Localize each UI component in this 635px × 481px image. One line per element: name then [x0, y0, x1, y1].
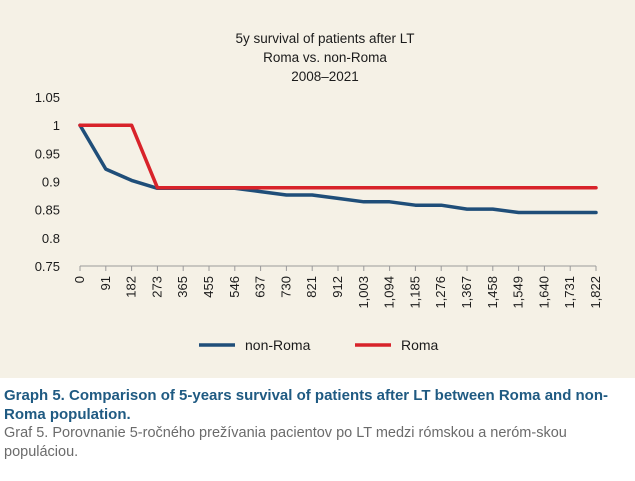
legend-label: non-Roma	[245, 337, 311, 353]
y-tick-label: 0.8	[42, 231, 60, 246]
y-tick-label: 0.85	[35, 203, 60, 218]
caption-slovak: Graf 5. Porovnanie 5-ročného prežívania …	[4, 424, 632, 462]
x-tick-label: 1,640	[536, 276, 551, 309]
figure: 5y survival of patients after LT Roma vs…	[0, 0, 635, 481]
x-tick-label: 821	[304, 276, 319, 298]
chart-title-line-1: 5y survival of patients after LT	[235, 31, 414, 46]
legend: non-Roma Roma	[199, 337, 439, 353]
x-axis: 0 91 182 273 365 455 546 637 730 821 912 1,003 1,094…	[72, 266, 603, 309]
y-tick-label: 0.75	[35, 259, 60, 274]
y-tick-label: 0.9	[42, 175, 60, 190]
figure-caption: Graph 5. Comparison of 5-years survival …	[4, 386, 632, 462]
chart-title: 5y survival of patients after LT Roma vs…	[235, 31, 414, 84]
x-tick-label: 182	[124, 276, 139, 298]
chart-panel: 5y survival of patients after LT Roma vs…	[0, 0, 635, 378]
x-tick-label: 912	[330, 276, 345, 298]
x-tick-label: 1,367	[459, 276, 474, 309]
x-tick-label: 455	[201, 276, 216, 298]
x-tick-label: 1,276	[433, 276, 448, 309]
x-tick-label: 730	[278, 276, 293, 298]
y-tick-label: 1.05	[35, 90, 60, 105]
x-tick-label: 1,185	[407, 276, 422, 309]
chart-title-line-3: 2008–2021	[291, 69, 359, 84]
x-tick-label: 273	[149, 276, 164, 298]
y-tick-label: 0.95	[35, 146, 60, 161]
chart-title-line-2: Roma vs. non-Roma	[263, 50, 387, 65]
y-tick-label: 1	[53, 118, 60, 133]
series-lines	[80, 125, 596, 212]
x-tick-label: 1,549	[511, 276, 526, 309]
series-line-roma	[80, 125, 596, 188]
x-tick-label: 1,458	[485, 276, 500, 309]
line-chart: 5y survival of patients after LT Roma vs…	[0, 0, 635, 378]
x-tick-label: 546	[227, 276, 242, 298]
x-tick-label: 1,822	[588, 276, 603, 309]
x-tick-label: 365	[175, 276, 190, 298]
caption-english: Graph 5. Comparison of 5-years survival …	[4, 386, 632, 424]
x-tick-label: 1,094	[382, 276, 397, 309]
x-tick-label: 1,731	[562, 276, 577, 309]
x-tick-label: 0	[72, 276, 87, 283]
legend-label: Roma	[401, 337, 439, 353]
series-line-non-roma	[80, 125, 596, 212]
x-tick-label: 637	[253, 276, 268, 298]
y-axis: 1.05 1 0.95 0.9 0.85 0.8 0.75	[35, 90, 60, 274]
x-tick-label: 1,003	[356, 276, 371, 309]
x-tick-label: 91	[98, 276, 113, 290]
